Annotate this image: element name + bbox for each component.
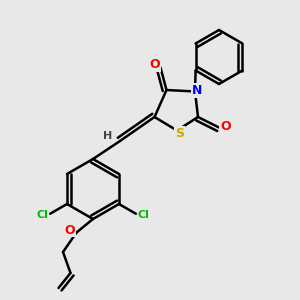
Text: Cl: Cl: [37, 210, 49, 220]
Text: H: H: [103, 130, 112, 141]
Text: N: N: [192, 84, 203, 97]
Text: O: O: [64, 224, 75, 237]
Text: O: O: [220, 120, 231, 133]
Text: Cl: Cl: [137, 210, 149, 220]
Text: O: O: [150, 58, 160, 71]
Text: S: S: [175, 127, 184, 140]
